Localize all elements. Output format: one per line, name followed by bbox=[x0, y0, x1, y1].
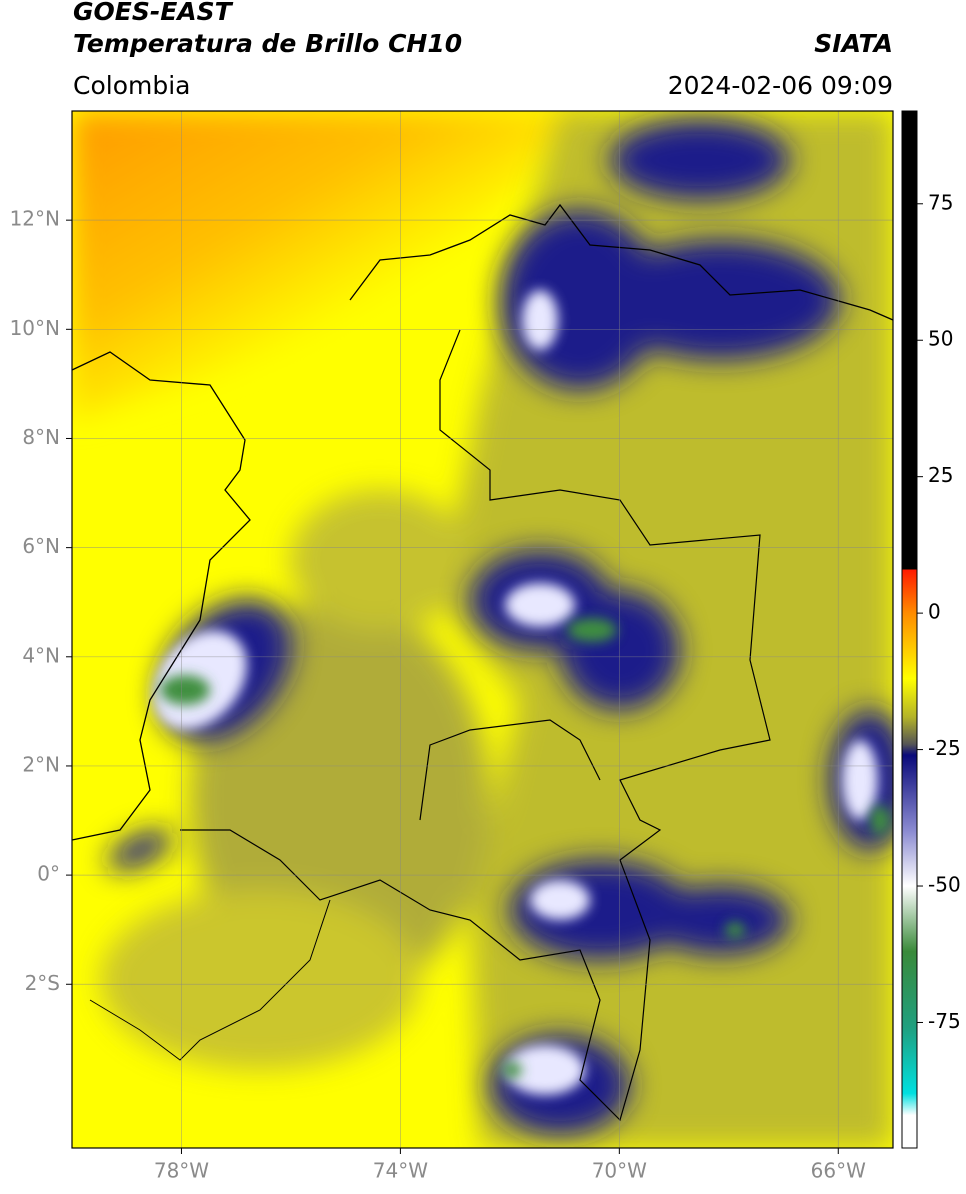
map-frame bbox=[71, 110, 894, 1149]
y-tick-label: 4°N bbox=[22, 643, 60, 667]
colorbar-tick-label: -25 bbox=[928, 736, 961, 760]
title-line1: GOES-EAST bbox=[73, 0, 234, 26]
datetime: 2024-02-06 09:09 bbox=[668, 71, 893, 100]
colorbar bbox=[901, 110, 918, 1149]
colorbar-tick-label: -75 bbox=[928, 1009, 961, 1033]
colorbar-tick-label: 25 bbox=[928, 463, 953, 487]
y-tick-label: 6°N bbox=[22, 534, 60, 558]
satellite-image bbox=[72, 111, 893, 1148]
source: SIATA bbox=[814, 29, 893, 58]
y-tick-label: 2°S bbox=[25, 971, 60, 995]
colorbar-tick-label: 0 bbox=[928, 600, 941, 624]
y-tick-label: 10°N bbox=[10, 316, 60, 340]
y-tick-label: 0° bbox=[37, 862, 60, 886]
region: Colombia bbox=[73, 71, 190, 100]
y-tick-label: 2°N bbox=[22, 752, 60, 776]
x-tick-label: 70°W bbox=[592, 1159, 647, 1183]
colorbar-tick-label: 75 bbox=[928, 190, 953, 214]
title: Temperatura de Brillo CH10 bbox=[73, 29, 462, 58]
y-tick-label: 8°N bbox=[22, 425, 60, 449]
colorbar-tick-label: 50 bbox=[928, 327, 953, 351]
x-tick-label: 66°W bbox=[811, 1159, 866, 1183]
y-tick-label: 12°N bbox=[10, 207, 60, 231]
x-tick-label: 74°W bbox=[373, 1159, 428, 1183]
colorbar-tick-label: -50 bbox=[928, 873, 961, 897]
axes: 78°W 74°W 70°W 66°W 12°N 10°N 8°N 6°N 4°N 2°N 0° 2°… bbox=[10, 111, 893, 1183]
x-tick-label: 78°W bbox=[154, 1159, 209, 1183]
